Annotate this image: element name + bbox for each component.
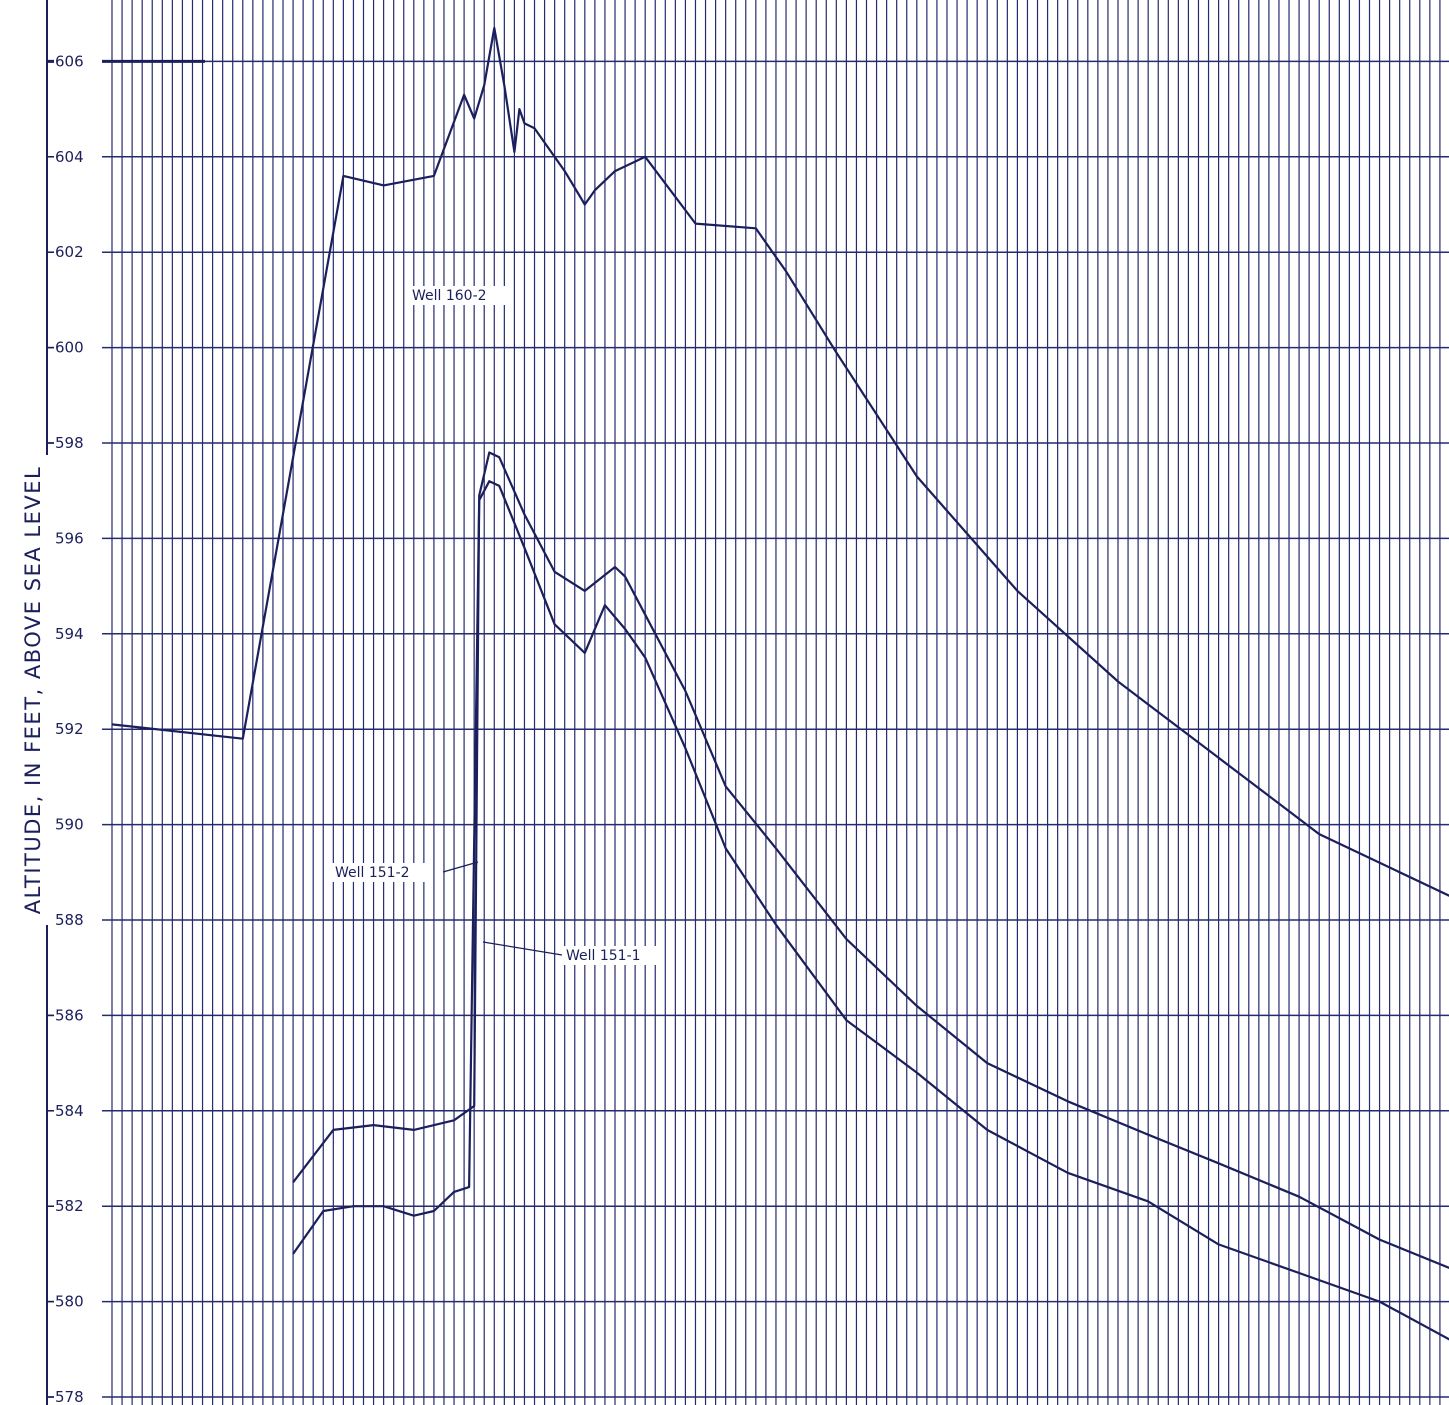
y-tick-label-bg [54,815,102,834]
y-tick-label: 606 [55,52,84,70]
y-tick-label: 584 [55,1102,84,1120]
y-tick-label-bg [54,434,102,452]
y-tick-label-bg [54,1101,102,1120]
y-tick-label: 580 [55,1293,84,1311]
annotation-leader-well-151-1 [482,941,563,956]
y-axis-label: ALTITUDE, IN FEET, ABOVE SEA LEVEL [21,466,45,914]
y-axis-label-bg [26,455,54,925]
annotation-well-151-1: Well 151-1 [566,948,641,964]
y-tick-label: 588 [55,911,84,929]
series-lines [111,26,1449,1341]
y-tick-label: 598 [55,434,84,452]
y-tick-label-bg [54,911,102,929]
y-tick-label: 582 [55,1197,84,1215]
series-line-well-151-2 [292,451,1449,1269]
y-tick-label: 596 [55,529,84,547]
y-tick-label: 590 [55,816,84,834]
y-tick-label: 602 [55,243,84,261]
y-tick-label: 600 [55,339,84,357]
y-tick-label: 578 [55,1388,84,1405]
annotation-well-160-2: Well 160-2 [412,288,487,304]
y-tick-label: 594 [55,625,84,643]
y-tick-label-bg [54,1388,102,1405]
y-tick-label-bg [54,147,102,166]
y-tick-label: 604 [55,148,84,166]
y-tick-label-bg [54,338,102,357]
annotation-bg-well-160-2 [409,286,505,305]
y-tick-label-bg [54,243,102,262]
y-tick-label-bg [54,1006,102,1025]
y-tick-label: 592 [55,720,84,738]
annotation-well-151-2: Well 151-2 [335,865,410,881]
y-tick-label-bg [54,1292,102,1311]
annotations: Well 160-2 Well 151-2 Well 151-1 [332,286,659,965]
annotation-leader-well-151-2 [442,861,479,873]
y-tick-label-bg [54,1197,102,1216]
series-line-well-160-2 [111,26,1449,897]
annotation-bg-well-151-1 [563,946,659,965]
vertical-gridlines [111,0,1441,1405]
y-tick-label-bg [54,529,102,548]
y-axis-ticks: 578 580 582 584 586 588 590 592 594 596 598 600 602 6… [47,52,102,1405]
y-tick-label: 586 [55,1006,84,1024]
y-tick-label-bg [54,720,102,739]
y-tick-label-bg [54,624,102,643]
series-line-well-151-1 [292,480,1449,1341]
horizontal-gridlines [47,59,1449,1398]
y-tick-label-bg [54,52,102,71]
annotation-bg-well-151-2 [332,863,428,882]
